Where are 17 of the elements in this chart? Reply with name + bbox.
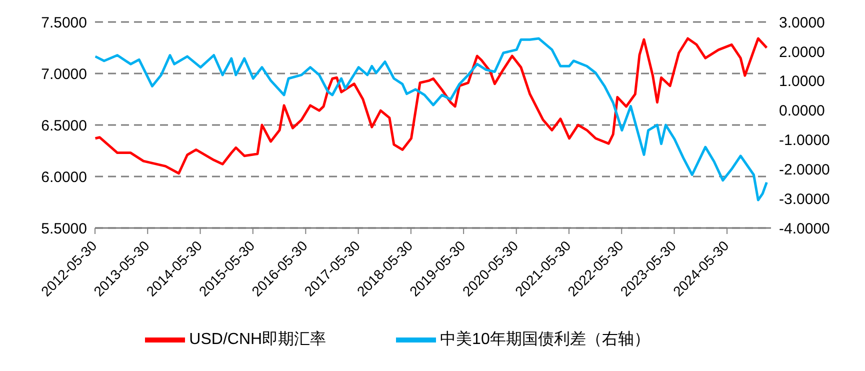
y-tick-label: 6.0000 — [41, 168, 87, 186]
y2-tick-label: 2.0000 — [779, 44, 825, 61]
y2-tick-label: -1.0000 — [779, 132, 830, 150]
y2-tick-label: -4.0000 — [779, 220, 830, 238]
y-tick-label: 5.5000 — [41, 220, 87, 238]
line-series — [95, 37, 768, 202]
y-tick-label: 7.0000 — [41, 66, 87, 83]
legend-label: 中美10年期国债利差（右轴） — [440, 331, 650, 348]
y2-tick-label: -2.0000 — [779, 161, 830, 178]
y2-tick-label: 3.0000 — [779, 14, 825, 32]
legend-label: USD/CNH即期汇率 — [189, 331, 326, 348]
y-tick-label: 6.5000 — [41, 117, 87, 134]
y2-tick-label: 1.0000 — [779, 73, 825, 90]
line-series — [95, 37, 768, 175]
y2-tick-label: 0.0000 — [779, 102, 825, 120]
y-tick-label: 7.5000 — [41, 14, 87, 32]
y2-tick-label: -3.0000 — [779, 190, 830, 208]
